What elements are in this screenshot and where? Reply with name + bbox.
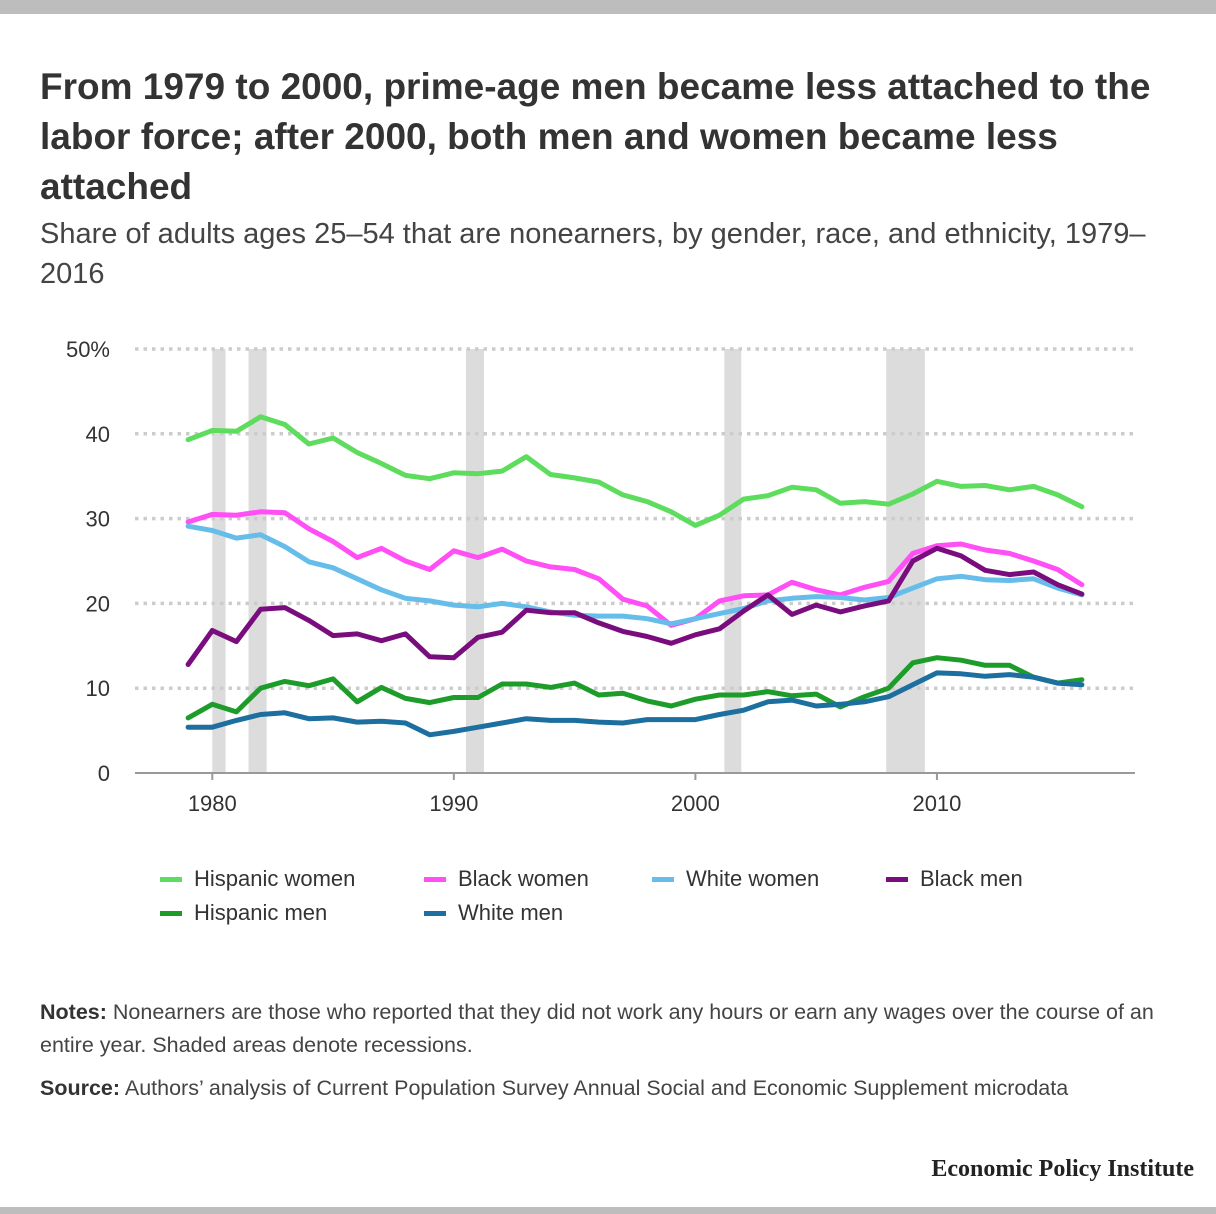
recession-band bbox=[465, 349, 485, 773]
legend-item: White men bbox=[424, 900, 652, 926]
bottom-border-bar bbox=[0, 1207, 1216, 1214]
legend-label: White women bbox=[686, 866, 820, 891]
recession-shading-layer bbox=[212, 349, 925, 773]
source-text: Authors’ analysis of Current Population … bbox=[120, 1076, 1069, 1100]
y-tick-label: 10 bbox=[86, 676, 110, 701]
legend-swatch bbox=[424, 910, 446, 916]
chart-subtitle: Share of adults ages 25–54 that are none… bbox=[40, 218, 1146, 290]
source-label: Source: bbox=[40, 1076, 121, 1100]
series-line bbox=[185, 655, 1085, 721]
legend-label: Hispanic women bbox=[194, 866, 356, 891]
legend-label: Black men bbox=[920, 866, 1023, 891]
y-tick-label: 40 bbox=[86, 422, 110, 447]
source: Source: Authors’ analysis of Current Pop… bbox=[40, 1072, 1170, 1105]
legend-label: White men bbox=[458, 900, 564, 925]
series-line bbox=[185, 414, 1085, 528]
x-tick-label: 2000 bbox=[671, 791, 720, 816]
x-tick-label: 1980 bbox=[188, 791, 237, 816]
legend-label: Hispanic men bbox=[194, 900, 328, 925]
legend-item: Hispanic men bbox=[160, 900, 424, 926]
x-tick-label: 2010 bbox=[912, 791, 961, 816]
top-border-bar bbox=[0, 0, 1216, 14]
series-line bbox=[185, 509, 1085, 628]
recession-band bbox=[212, 349, 226, 773]
legend-row: Hispanic men White men bbox=[160, 896, 1120, 930]
series-line bbox=[185, 670, 1085, 738]
legend-item: Black men bbox=[886, 866, 1086, 892]
line-chart: 0 10 20 30 40 50% 1980 1990 2000 2010 bbox=[66, 337, 1135, 816]
legend-swatch bbox=[160, 910, 182, 916]
legend-item: Black women bbox=[424, 866, 652, 892]
y-tick-label: 50% bbox=[66, 337, 110, 362]
y-tick-label: 20 bbox=[86, 591, 110, 616]
chart-legend: Hispanic women Black women White women Blac… bbox=[160, 862, 1120, 930]
notes: Notes: Nonearners are those who reported… bbox=[40, 996, 1170, 1062]
notes-text: Nonearners are those who reported that t… bbox=[40, 1000, 1154, 1057]
recession-band bbox=[724, 349, 742, 773]
legend-swatch bbox=[886, 876, 908, 882]
legend-swatch bbox=[424, 876, 446, 882]
series-line bbox=[185, 545, 1085, 667]
notes-label: Notes: bbox=[40, 1000, 107, 1024]
gridlines-layer bbox=[135, 347, 1135, 690]
legend-label: Black women bbox=[458, 866, 589, 891]
recession-band bbox=[248, 349, 267, 773]
y-tick-label: 30 bbox=[86, 507, 110, 532]
legend-row: Hispanic women Black women White women Blac… bbox=[160, 862, 1120, 896]
legend-swatch bbox=[652, 876, 674, 882]
axis-layer: 0 10 20 30 40 50% 1980 1990 2000 2010 bbox=[66, 337, 1135, 816]
series-line bbox=[185, 523, 1085, 627]
y-tick-label: 0 bbox=[98, 761, 110, 786]
brand-logo-text: Economic Policy Institute bbox=[931, 1156, 1194, 1182]
legend-item: Hispanic women bbox=[160, 866, 424, 892]
legend-item: White women bbox=[652, 866, 886, 892]
x-tick-label: 1990 bbox=[429, 791, 478, 816]
chart-title: From 1979 to 2000, prime-age men became … bbox=[40, 66, 1151, 207]
series-layer bbox=[185, 414, 1085, 738]
legend-swatch bbox=[160, 876, 182, 882]
